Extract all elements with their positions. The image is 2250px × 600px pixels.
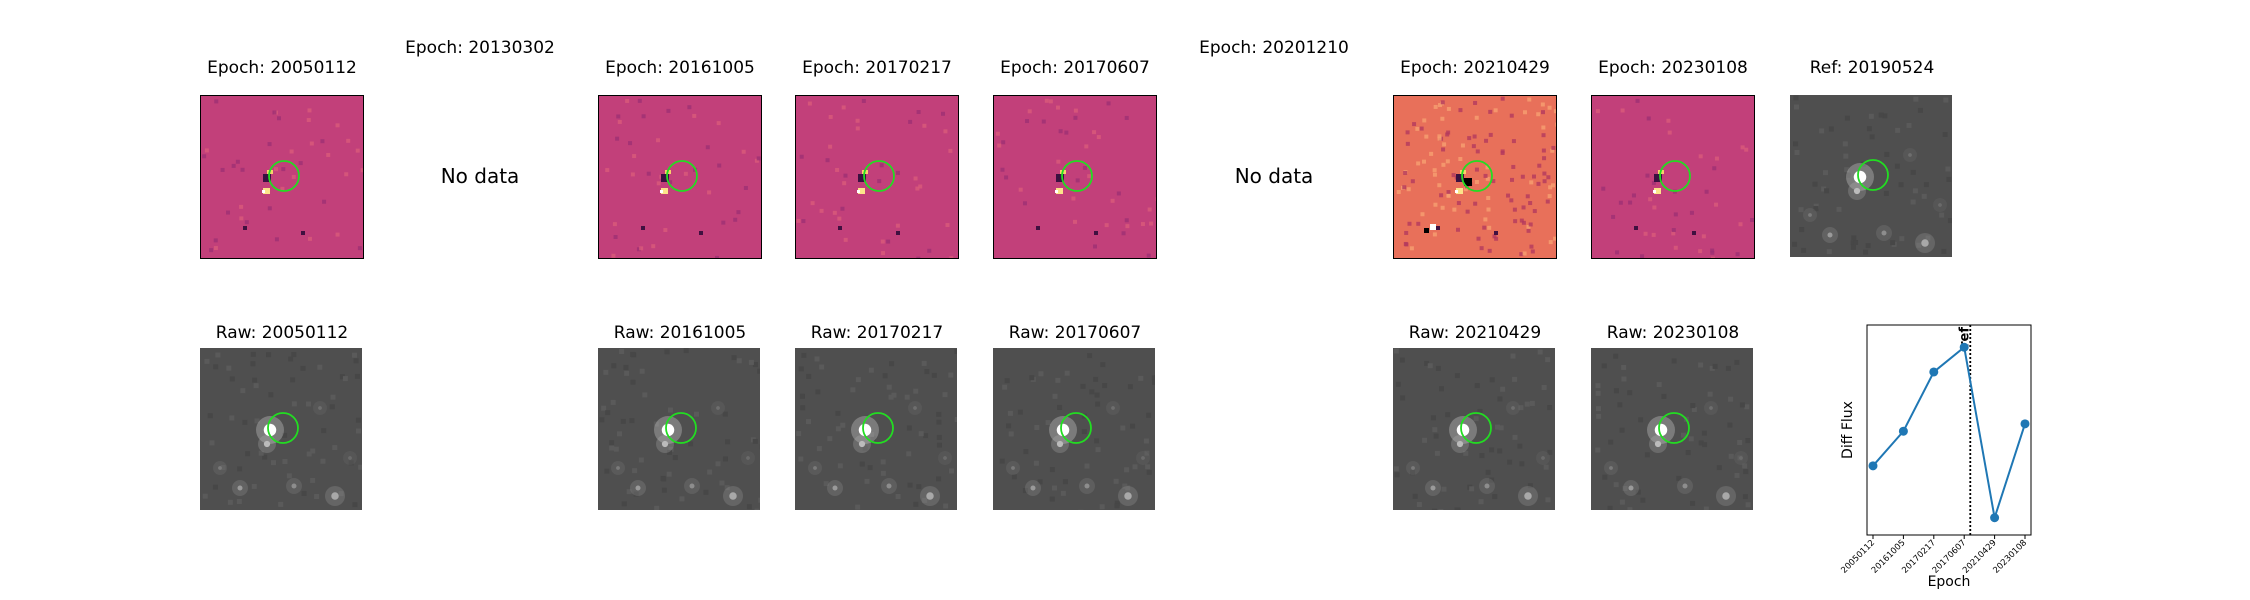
no-data-label: No data [440,164,520,188]
panel-title-top: Epoch: 20050112 [207,58,357,78]
data-point [1868,461,1878,471]
raw-image [1591,348,1755,512]
aperture-circle [666,160,698,192]
difference-image [200,95,364,259]
raw-image [795,348,959,512]
panel-title-top: Epoch: 20210429 [1400,58,1550,78]
panel-title-bottom: Raw: 20161005 [613,323,747,343]
series-line [1872,345,2026,519]
raw-image [1393,348,1557,512]
panel-title-top: Epoch: 20170607 [1000,58,1150,78]
panel-title-top: Epoch: 20161005 [605,58,755,78]
aperture-circle [1659,160,1691,192]
difference-image [1591,95,1755,259]
difference-image [993,95,1157,259]
panel-title-top: Epoch: 20201210 [1199,38,1349,58]
panel-title-bottom: Raw: 20170607 [1008,323,1142,343]
panel-title-bottom: Raw: 20050112 [215,323,349,343]
aperture-circle [1460,412,1492,444]
data-point [1898,426,1908,436]
difference-image [1393,95,1557,259]
y-axis-label: Diff Flux [1840,401,1856,459]
chart-axes [1866,324,2032,536]
aperture-circle [1658,412,1690,444]
aperture-circle [863,160,895,192]
raw-image [598,348,762,512]
x-axis-label: Epoch [1928,574,1971,590]
data-point [1959,342,1969,352]
aperture-circle [267,412,299,444]
panel-title-top: Epoch: 20130302 [405,38,555,58]
ref-line-label: ref [1957,327,1972,348]
raw-image [993,348,1157,512]
aperture-circle [862,412,894,444]
data-point [1990,513,2000,523]
data-point [2020,419,2030,429]
panel-title-bottom: Raw: 20170217 [810,323,944,343]
panel-title-bottom: Raw: 20210429 [1408,323,1542,343]
difference-image [795,95,959,259]
panel-title-top: Epoch: 20170217 [802,58,952,78]
difference-image [598,95,762,259]
panel-title-top: Epoch: 20230108 [1598,58,1748,78]
aperture-circle [1461,160,1493,192]
panel-title-bottom: Raw: 20230108 [1606,323,1740,343]
aperture-circle [1061,160,1093,192]
lightcurve-chart: ref2005011220161005201702172017060720210… [1839,324,2032,590]
panel-title-top: Ref: 20190524 [1809,58,1935,78]
raw-image [200,348,364,512]
aperture-circle [1060,412,1092,444]
data-point [1929,367,1939,377]
aperture-circle [268,160,300,192]
aperture-circle [665,412,697,444]
aperture-circle [1857,159,1889,191]
no-data-label: No data [1234,164,1314,188]
reference-image [1790,95,1954,259]
